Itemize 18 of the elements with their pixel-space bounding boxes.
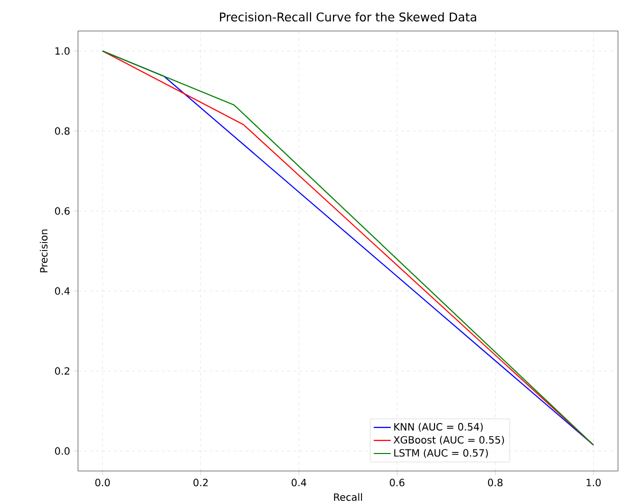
legend-label: LSTM (AUC = 0.57) [394,448,488,458]
chart-title: Precision-Recall Curve for the Skewed Data [220,12,476,22]
x-tick-label: 1.0 [586,478,601,486]
legend-label: KNN (AUC = 0.54) [394,422,483,432]
y-tick-label: 0.6 [55,207,70,215]
x-tick-label: 0.4 [292,478,306,486]
x-tick-label: 0.6 [390,478,404,486]
legend-label: XGBoost (AUC = 0.55) [394,436,504,445]
y-tick-label: 0.2 [55,367,70,375]
x-tick-label: 0.0 [95,478,110,486]
y-axis-title: Precision [40,230,48,272]
y-tick-label: 1.0 [55,47,70,55]
y-tick-label: 0.0 [55,447,70,455]
y-tick-label: 0.4 [55,287,70,295]
x-axis-title: Recall [334,493,362,501]
x-tick-label: 0.2 [193,478,208,486]
x-tick-label: 0.8 [488,478,503,486]
y-tick-label: 0.8 [55,127,70,135]
